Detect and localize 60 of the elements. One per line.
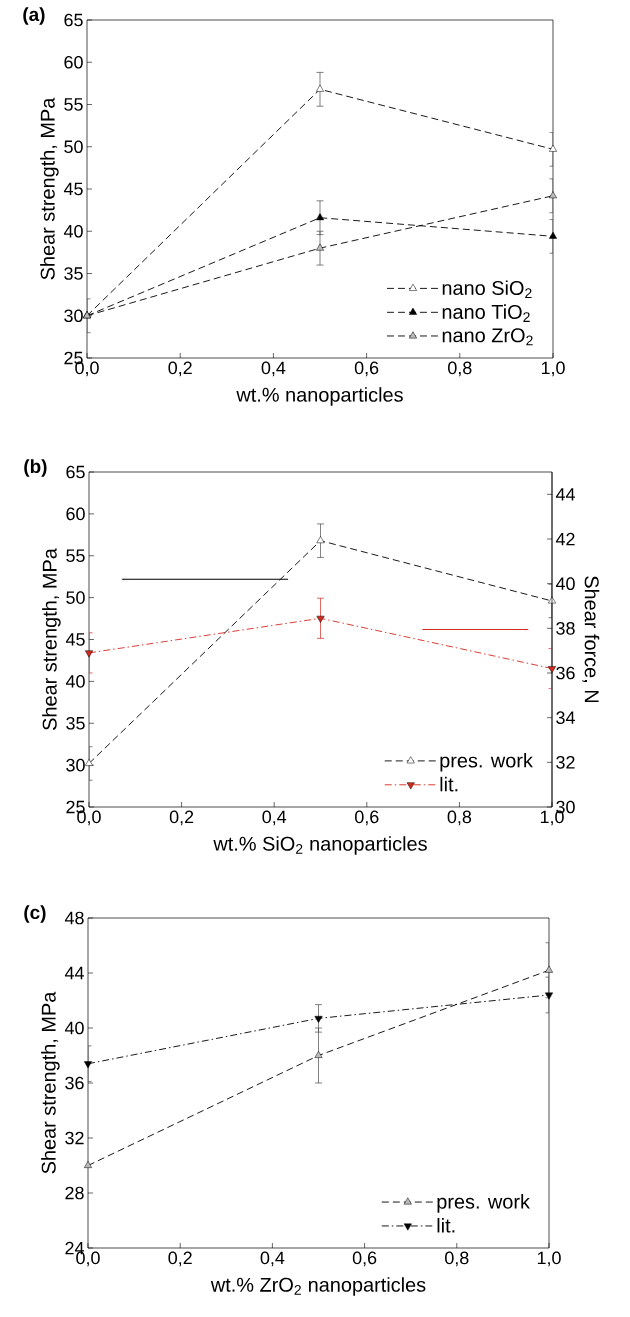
y-tick-label: 44 — [64, 966, 84, 980]
y-tick-label: 55 — [64, 98, 83, 111]
y-axis-title: Shear strength, MPa — [40, 97, 59, 280]
x-tick-label: 1,0 — [541, 361, 565, 377]
y-tick-label: 40 — [63, 224, 83, 238]
x-tick-label: 0,4 — [261, 361, 286, 377]
y-tick-label: 55 — [66, 549, 85, 563]
chart-title: (c) — [24, 905, 46, 923]
y-tick-label: 50 — [66, 591, 85, 604]
y-tick-label: 45 — [63, 182, 83, 196]
legend-label: lit. — [437, 1218, 455, 1233]
y2-tick-label: 38 — [556, 621, 575, 635]
x-tick-label: 0,6 — [352, 1251, 377, 1267]
legend-label: pres. work — [440, 752, 533, 772]
y-tick-label: 40 — [65, 675, 85, 688]
x-tick-label: 0,6 — [354, 361, 379, 377]
chart-title: (a) — [23, 7, 45, 25]
y-tick-label: 35 — [64, 267, 83, 280]
x-tick-label: 0,2 — [168, 361, 192, 377]
y-tick-label: 28 — [65, 1186, 84, 1200]
y-tick-label: 65 — [64, 13, 83, 27]
x-tick-label: 0,6 — [355, 810, 379, 826]
y-tick-label: 35 — [66, 716, 85, 730]
legend-label: nano TiO$_{2}$ — [442, 304, 530, 322]
y-axis-title: Shear strength, MPa — [41, 991, 60, 1174]
y2-tick-label: 34 — [556, 711, 575, 725]
x-tick-label: 0,4 — [260, 1251, 285, 1267]
y-tick-label: 30 — [64, 309, 83, 323]
y-tick-label: 32 — [65, 1131, 84, 1145]
y2-tick-label: 32 — [556, 755, 575, 769]
y-tick-label: 36 — [65, 1076, 84, 1090]
x-axis-title: wt.% SiO$_{2}$ nanoparticles — [213, 836, 427, 855]
y-tick-label: 48 — [64, 911, 84, 925]
y2-tick-label: 40 — [555, 577, 575, 591]
chart-title: (b) — [24, 459, 47, 477]
x-axis-title: wt.% ZrO$_{2}$ nanoparticles — [210, 1277, 426, 1296]
x-tick-label: 0,8 — [447, 810, 472, 826]
y-tick-label: 30 — [66, 758, 85, 772]
x-tick-label: 0,4 — [262, 810, 287, 826]
x-tick-label: 0,2 — [169, 810, 194, 826]
x-tick-label: 0,2 — [168, 1251, 192, 1267]
y-tick-label: 60 — [64, 55, 83, 69]
legend-label: pres. work — [437, 1194, 530, 1213]
x-tick-label: 0,8 — [445, 1251, 469, 1267]
legend-label: lit. — [440, 776, 458, 792]
y-tick-label: 65 — [66, 465, 85, 479]
y-tick-label: 40 — [64, 1021, 84, 1035]
x-tick-label: 0,8 — [448, 361, 472, 377]
legend-label: nano SiO$_{2}$ — [442, 280, 532, 298]
x-axis-title: wt.% nanoparticles — [236, 387, 403, 406]
y2-axis-title: Shear force, N — [582, 576, 600, 703]
y-tick-label: 45 — [65, 633, 85, 646]
x-tick-label: 1,0 — [537, 1251, 561, 1267]
y2-tick-label: 36 — [556, 666, 575, 680]
y-axis-title: Shear strength, MPa — [42, 548, 61, 730]
y-tick-label: 60 — [66, 507, 85, 521]
y2-tick-label: 44 — [555, 488, 575, 501]
legend-label: nano ZrO$_{2}$ — [442, 328, 533, 346]
y2-tick-label: 42 — [555, 532, 575, 546]
y-tick-label: 50 — [64, 140, 83, 154]
